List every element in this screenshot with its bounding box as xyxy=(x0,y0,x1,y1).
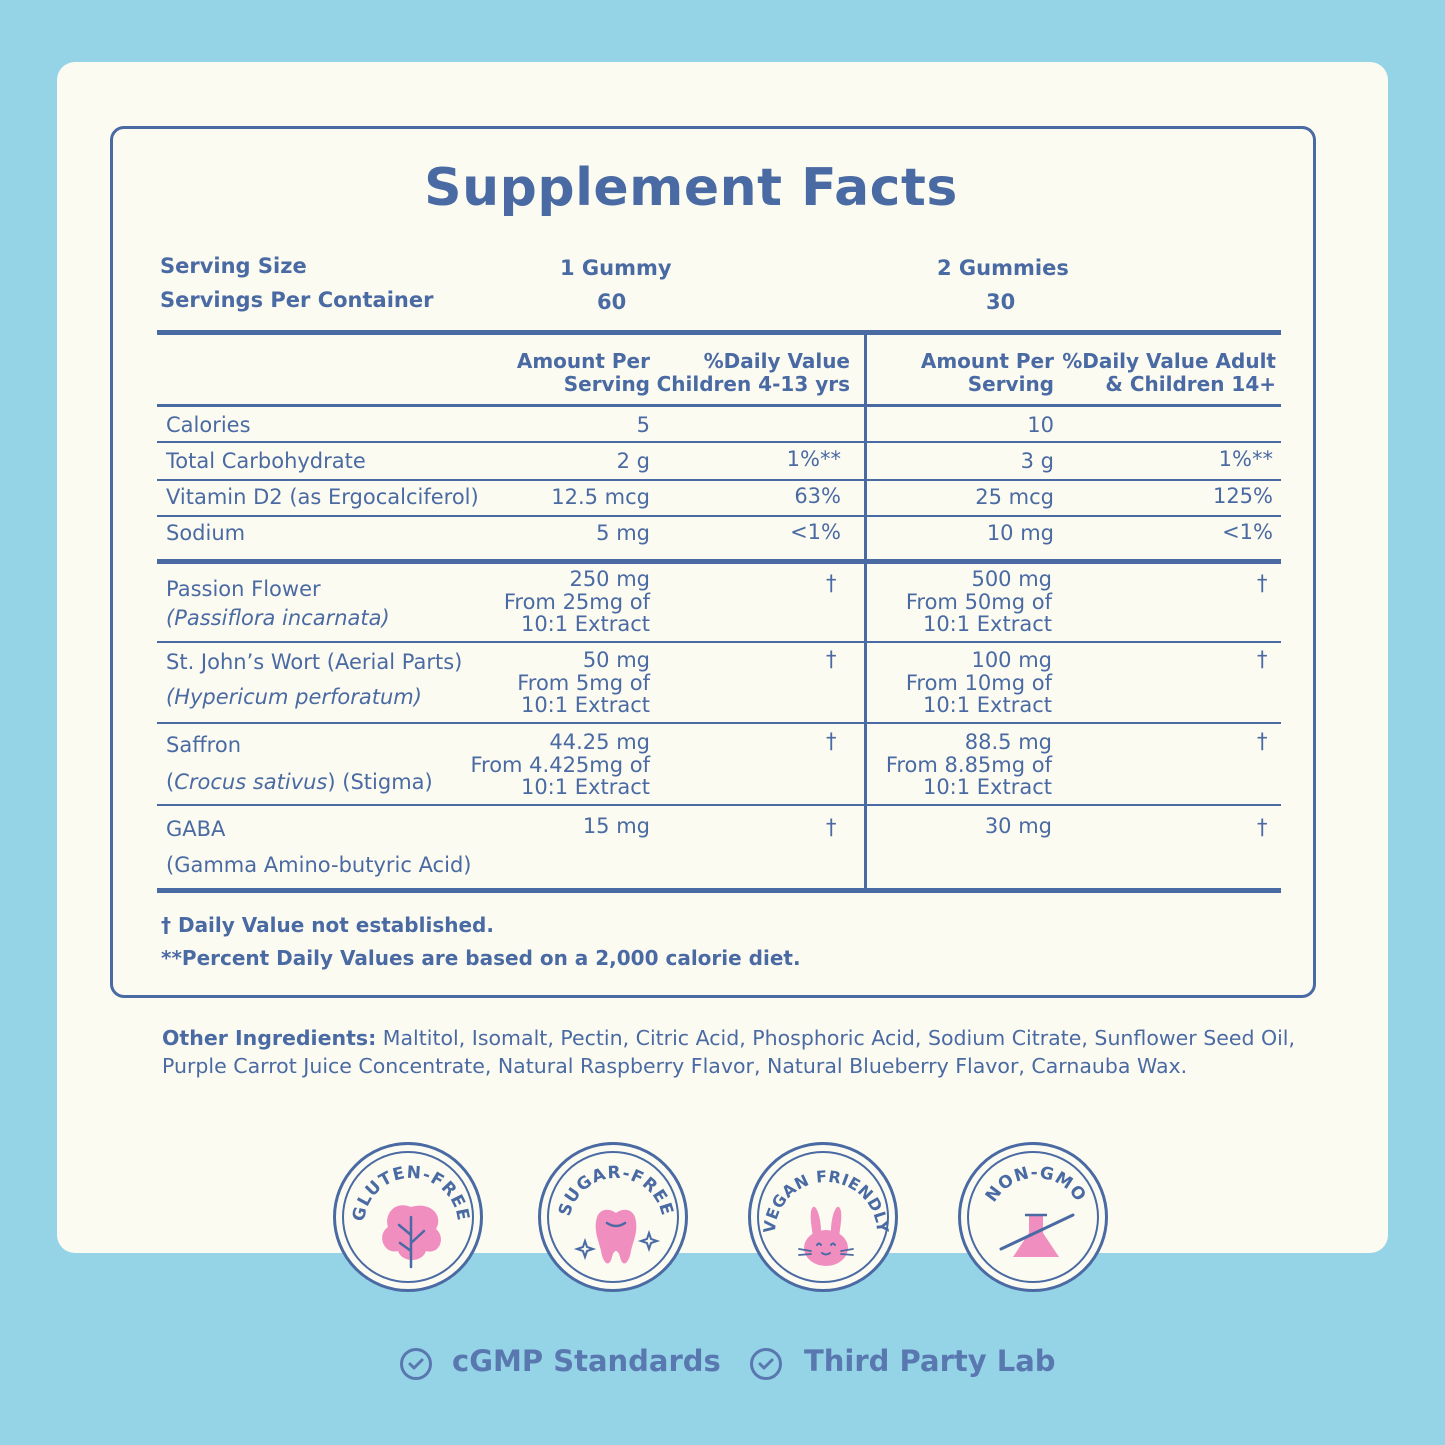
header-amount-2: Amount Per Serving xyxy=(920,349,1054,396)
dagger-mark: † xyxy=(1257,647,1268,671)
svg-text:SUGAR-FREE: SUGAR-FREE xyxy=(555,1163,677,1219)
sugar-free-badge: SUGAR-FREE xyxy=(538,1142,688,1292)
footnote-dagger: † Daily Value not established. xyxy=(161,913,494,937)
nutrient-dv-2: 125% xyxy=(1212,484,1273,508)
cgmp-standards-label: cGMP Standards xyxy=(452,1344,721,1378)
row-divider xyxy=(157,441,1281,443)
herb-amount-2: 88.5 mg From 8.85mg of 10:1 Extract xyxy=(885,730,1052,799)
table-bottom-rule xyxy=(157,888,1281,893)
nutrient-amount-1: 5 mg xyxy=(596,521,650,545)
herb-name: GABA xyxy=(166,817,226,841)
row-divider xyxy=(157,804,1281,806)
footnote-percent: **Percent Daily Values are based on a 2,… xyxy=(161,946,801,970)
svg-text:VEGAN FRIENDLY: VEGAN FRIENDLY xyxy=(760,1167,893,1234)
nutrient-name: Total Carbohydrate xyxy=(166,449,366,473)
herb-amount-2: 100 mg From 10mg of 10:1 Extract xyxy=(905,648,1052,717)
herb-name: Saffron xyxy=(166,733,241,757)
leaf-icon: GLUTEN-FREE xyxy=(349,1163,472,1269)
nutrient-dv-2: 1%** xyxy=(1218,447,1273,471)
label-card xyxy=(57,62,1388,1253)
servings-per-container-label: Servings Per Container xyxy=(160,288,434,312)
herb-latin-name: (Crocus sativus) (Stigma) xyxy=(166,770,433,794)
other-ingredients: Other Ingredients: Maltitol, Isomalt, Pe… xyxy=(162,1026,1296,1078)
column-divider xyxy=(864,333,867,891)
herb-amount-2: 500 mg From 50mg of 10:1 Extract xyxy=(905,567,1052,636)
nutrient-name: Vitamin D2 (as Ergocalciferol) xyxy=(166,485,479,509)
header-dv-2: %Daily Value Adult & Children 14+ xyxy=(1062,349,1276,396)
header-rule xyxy=(157,404,1281,407)
page-title: Supplement Facts xyxy=(424,158,958,218)
dagger-mark: † xyxy=(1257,729,1268,753)
gluten-free-badge: GLUTEN-FREE xyxy=(333,1142,483,1292)
col2-serving-size: 2 Gummies xyxy=(937,256,1069,280)
herb-latin-name: (Gamma Amino-butyric Acid) xyxy=(166,853,472,877)
herb-amount-1: 15 mg xyxy=(582,814,650,838)
nutrient-dv-1: 1%** xyxy=(786,447,841,471)
tooth-icon: SUGAR-FREE xyxy=(555,1163,677,1264)
bunny-icon: VEGAN FRIENDLY xyxy=(760,1167,893,1266)
supplement-facts-panel xyxy=(110,126,1316,998)
badge-label: NON-GMO xyxy=(982,1163,1089,1206)
nutrient-dv-1: <1% xyxy=(790,520,841,544)
nutrient-amount-1: 2 g xyxy=(616,449,650,473)
nutrient-amount-2: 3 g xyxy=(1020,449,1054,473)
col1-serving-size: 1 Gummy xyxy=(560,256,672,280)
herb-amount-1: 50 mg From 5mg of 10:1 Extract xyxy=(517,648,650,717)
non-gmo-badge: NON-GMO xyxy=(958,1142,1108,1292)
row-divider xyxy=(157,641,1281,643)
row-divider xyxy=(157,479,1281,481)
nutrient-amount-1: 12.5 mcg xyxy=(551,485,650,509)
herb-amount-1: 44.25 mg From 4.425mg of 10:1 Extract xyxy=(470,730,650,799)
check-circle-icon xyxy=(750,1348,782,1380)
svg-text:NON-GMO: NON-GMO xyxy=(982,1163,1090,1206)
nutrient-dv-1: 63% xyxy=(794,484,841,508)
nutrient-amount-1: 5 xyxy=(636,413,650,437)
dagger-mark: † xyxy=(1257,815,1268,839)
header-amount-1: Amount Per Serving xyxy=(516,349,650,396)
row-divider xyxy=(157,722,1281,724)
flask-icon: NON-GMO xyxy=(982,1163,1090,1257)
nutrient-amount-2: 10 xyxy=(1027,413,1054,437)
nutrient-name: Sodium xyxy=(166,521,246,545)
badge-label: SUGAR-FREE xyxy=(555,1163,676,1219)
check-circle-icon xyxy=(400,1348,432,1380)
herb-amount-2: 30 mg xyxy=(984,814,1052,838)
row-divider xyxy=(157,515,1281,517)
third-party-lab-label: Third Party Lab xyxy=(804,1344,1056,1378)
nutrient-name: Calories xyxy=(166,413,251,437)
table-top-rule xyxy=(157,330,1281,335)
herb-name: Passion Flower xyxy=(166,577,321,601)
dagger-mark: † xyxy=(1257,571,1268,595)
dagger-mark: † xyxy=(826,571,837,595)
header-dv-1: %Daily Value Children 4-13 yrs xyxy=(656,349,850,396)
col2-servings: 30 xyxy=(986,290,1016,314)
badge-label: VEGAN FRIENDLY xyxy=(760,1167,892,1234)
section-rule xyxy=(157,559,1281,564)
nutrient-amount-2: 10 mg xyxy=(986,521,1054,545)
herb-amount-1: 250 mg From 25mg of 10:1 Extract xyxy=(503,567,650,636)
nutrient-amount-2: 25 mcg xyxy=(975,485,1054,509)
vegan-friendly-badge: VEGAN FRIENDLY xyxy=(748,1142,898,1292)
dagger-mark: † xyxy=(826,815,837,839)
herb-latin-name: (Passiflora incarnata) xyxy=(166,606,390,630)
nutrient-dv-2: <1% xyxy=(1222,520,1273,544)
herb-name: St. John’s Wort (Aerial Parts) xyxy=(166,650,463,674)
dagger-mark: † xyxy=(826,729,837,753)
serving-size-label: Serving Size xyxy=(160,254,307,278)
herb-latin-name: (Hypericum perforatum) xyxy=(166,685,422,709)
dagger-mark: † xyxy=(826,647,837,671)
col1-servings: 60 xyxy=(597,290,627,314)
